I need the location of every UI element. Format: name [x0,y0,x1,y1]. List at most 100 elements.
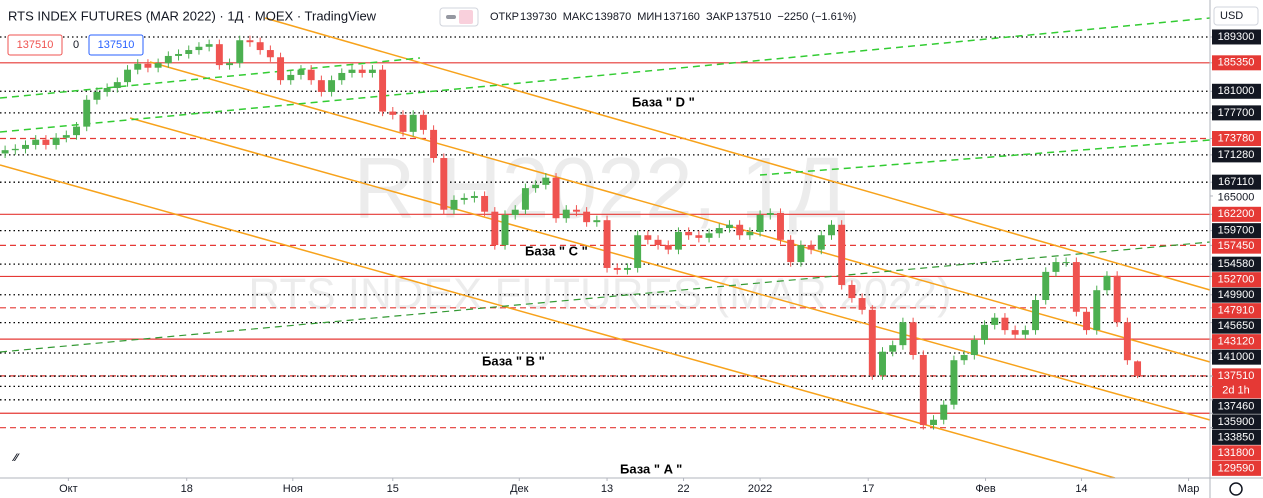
candle-body [817,235,825,250]
price-label-bg [1212,460,1261,476]
y-tick-label: 159700 [1218,225,1255,237]
x-axis: Окт 18 Ноя 15 Дек 13 22 2022 17 Фев 14 Мар [59,478,1199,495]
candle-body [1021,330,1029,335]
time-axis [0,478,1210,498]
candle-body [542,177,550,185]
candle-body [1001,317,1009,331]
candle-body [919,354,927,425]
candle-body [848,284,856,299]
icon [459,10,473,24]
x-tick-label: Окт [59,483,78,495]
y-tick-label: 137460 [1218,400,1255,412]
x-tick-label: 15 [387,483,399,495]
candle-body [328,80,336,92]
candle-body [266,50,274,58]
icon [446,15,456,19]
price-label-bg [1212,287,1261,303]
price-change: −2250 (−1.61%) [777,11,856,23]
price-label-bg [1212,29,1261,45]
candle-body [348,69,356,73]
candle-body [1072,262,1080,312]
candle-body [42,139,50,145]
candle-body [1134,361,1142,376]
currency-button[interactable] [1213,6,1259,26]
candle-body [726,224,733,229]
candle-body [307,69,315,81]
candle-body [113,82,121,89]
candle-body [317,80,325,92]
y-tick-label: 189300 [1218,31,1255,43]
price-label-bg [1212,256,1261,272]
y-tick-label: 157450 [1218,240,1255,252]
symbol-title: RTS INDEX FUTURES (MAR 2022) · 1Д · MOEX… [8,8,377,23]
candle-body [52,137,60,145]
candle-body [124,69,131,83]
candle-body [695,235,703,238]
x-tick-label: Дек [510,483,529,495]
x-tick-label: 2022 [748,483,772,495]
price-label-bg [1212,398,1261,414]
y-tick-label: 133850 [1218,431,1255,443]
currency[interactable]: USD [1220,10,1243,22]
candle-body [521,188,529,210]
candle-body [83,99,91,127]
candle-body [930,419,937,425]
price-label-bg [1212,318,1261,334]
candle-body [1093,290,1101,331]
candle-body [797,245,805,263]
candle-body [1011,330,1019,335]
y-tick-label: 185350 [1218,57,1255,69]
candle-body [552,177,560,219]
price-label-bg [1212,303,1261,319]
candle-body [419,114,427,130]
ohlc-value: 137160 [663,11,700,23]
y-tick-label: 131800 [1218,447,1255,459]
buy-button[interactable] [88,34,144,56]
candle-body [440,158,448,210]
sell-price[interactable]: 137510 [17,39,54,51]
candle-body [746,231,754,236]
y-axis: 189300 185350 181000 177700 173780 171280 1671… [1210,29,1261,476]
candle-body [593,220,601,223]
y-tick-label: 152700 [1218,274,1255,286]
candle-body [62,135,70,138]
x-tick-label: Фев [975,483,995,495]
x-tick-label: Ноя [283,483,303,495]
candle-body [195,46,203,51]
candle-body [736,224,744,236]
settings-button[interactable] [1229,482,1243,496]
ohlc-label: МАКС [563,11,594,23]
candle-body [634,235,642,268]
candle-body [491,211,499,246]
ohlc-values: ОТКР 139730 МАКС 139870 МИН 137160 ЗАКР 137510−… [490,11,856,23]
annotation: База " A " [620,461,682,476]
price-label-bg [1212,368,1261,399]
price-label-bg [1212,55,1261,71]
price-label-bg [1212,174,1261,190]
sell-button[interactable] [7,34,63,56]
y-tick-label: 143120 [1218,336,1255,348]
candle-body [154,63,162,68]
candle-body [185,50,193,54]
candle-body [470,195,478,198]
candle-body [879,351,886,376]
ohlc-label: МИН [637,11,662,23]
annotation: База " C " [525,243,588,258]
trend-line [129,117,1211,421]
y-tick-label: 181000 [1218,85,1255,97]
candle-body [368,69,376,73]
candle-body [777,212,784,240]
candle-body [715,228,723,234]
candle-body [511,209,519,215]
y-tick-label: 162200 [1218,208,1255,220]
candle-body [1052,262,1060,272]
candle-body [981,324,988,340]
candle-body [460,197,468,200]
price-label-bg [1212,238,1261,254]
x-tick-label: 22 [677,483,689,495]
candle-body [144,63,152,68]
y-tick-label: 167110 [1218,176,1254,188]
trend-line [0,164,1116,479]
buy-price[interactable]: 137510 [98,39,135,51]
candle-body [899,322,907,346]
